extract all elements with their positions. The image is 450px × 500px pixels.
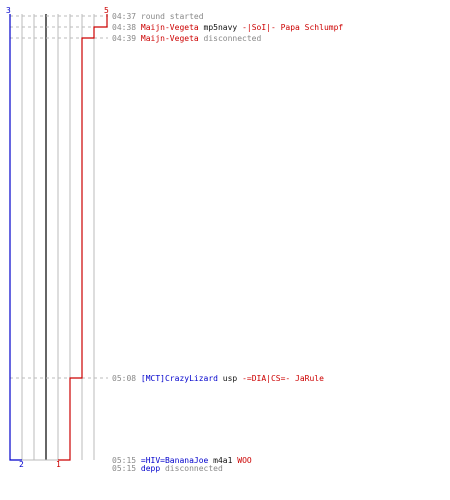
blue-start-count: 3 — [6, 6, 11, 15]
event-text: m4a1 — [208, 456, 238, 465]
event-time: 04:39 — [112, 34, 141, 43]
event-text: disconnected — [198, 34, 262, 43]
event-time: 05:15 — [112, 464, 141, 473]
event-text: usp — [217, 374, 243, 383]
event-text: disconnected — [160, 464, 223, 473]
blue-team-line — [9, 14, 22, 461]
event-line: 05:15 depp disconnected — [112, 463, 223, 474]
event-line: 04:38 Maijn-Vegeta mp5navy -|SoI|- Papa … — [112, 22, 343, 33]
event-text: round started — [140, 12, 204, 21]
event-time: 05:15 — [112, 456, 141, 465]
event-text: Maijn-Vegeta — [140, 23, 199, 32]
blue-end-count: 2 — [19, 460, 24, 469]
event-text: WOO — [237, 456, 252, 465]
red-end-count: 1 — [56, 460, 61, 469]
event-line: 04:39 Maijn-Vegeta disconnected — [112, 33, 261, 44]
red-team-line — [58, 14, 108, 461]
event-text: mp5navy — [198, 23, 243, 32]
event-time: 04:37 — [112, 12, 141, 21]
event-text: [MCT]CrazyLizard — [140, 374, 218, 383]
event-text: -=DIA|CS=- JaRule — [242, 374, 324, 383]
event-text: depp — [140, 464, 161, 473]
red-start-count: 5 — [104, 6, 109, 15]
event-line: 05:08 [MCT]CrazyLizard usp -=DIA|CS=- Ja… — [112, 373, 324, 384]
event-text: -|SoI|- Papa Schlumpf — [242, 23, 344, 32]
event-line: 05:15 =HIV=BananaJoe m4a1 WOO — [112, 455, 252, 466]
event-line: 04:37 round started — [112, 11, 204, 22]
event-text: Maijn-Vegeta — [140, 34, 199, 43]
event-time: 05:08 — [112, 374, 141, 383]
event-time: 04:38 — [112, 23, 141, 32]
event-text: =HIV=BananaJoe — [140, 456, 209, 465]
